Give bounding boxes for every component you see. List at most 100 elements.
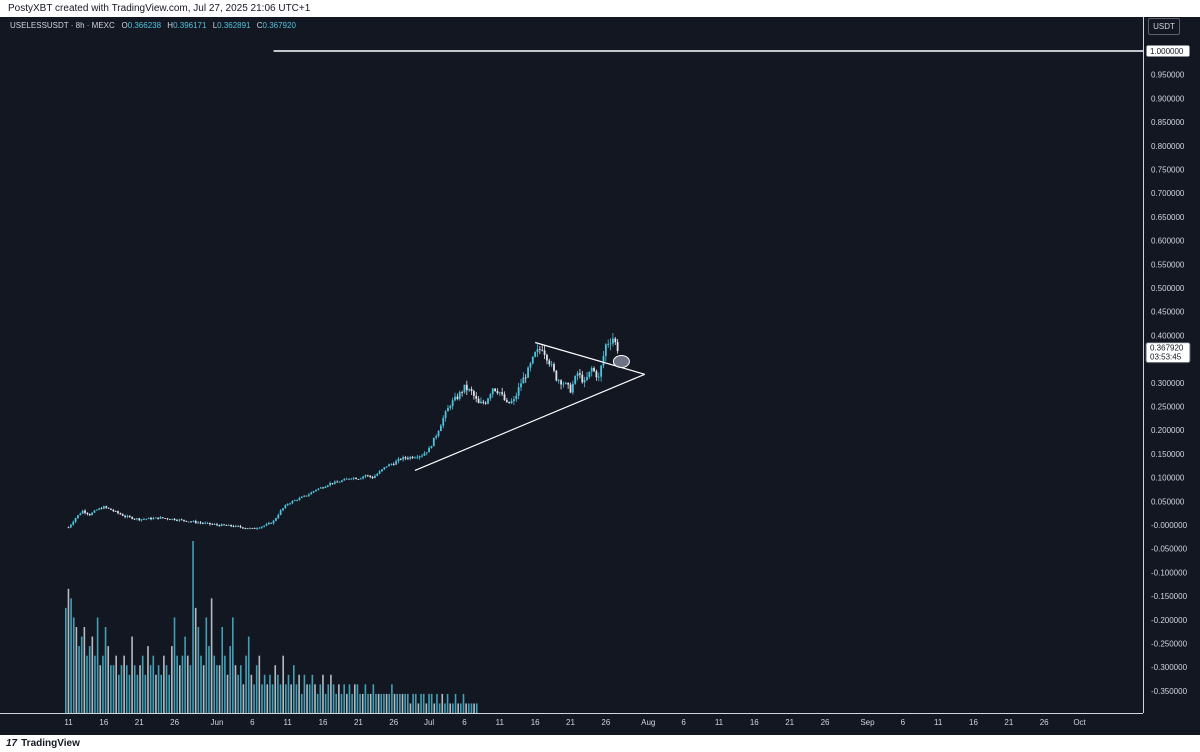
candle-body: [180, 519, 183, 521]
volume-bar: [261, 684, 263, 713]
candle-body: [529, 363, 532, 368]
candle-body: [199, 522, 202, 524]
candle-body: [343, 479, 346, 481]
candle-body: [520, 383, 522, 388]
close-label: C: [256, 21, 263, 30]
candle-body: [246, 528, 249, 530]
tradingview-brand: TradingView: [21, 738, 80, 749]
tradingview-logo[interactable]: 17 TradingView: [6, 738, 80, 749]
volume-bar: [120, 665, 123, 713]
candle-body: [234, 525, 237, 527]
volume-bar: [300, 693, 303, 713]
volume-bar: [218, 665, 221, 713]
volume-bar: [322, 674, 324, 713]
symbol-label[interactable]: USELESSUSDT · 8h · MEXC: [10, 21, 115, 30]
candle-body: [154, 517, 157, 519]
candle-body: [465, 384, 468, 391]
candle-body: [326, 485, 329, 487]
candle-body: [515, 395, 518, 400]
volume-bar: [332, 684, 335, 713]
candle-body: [555, 370, 558, 381]
x-tick-label: Jun: [211, 718, 224, 727]
y-tick-label: 0.500000: [1151, 284, 1185, 293]
candle-body: [406, 458, 409, 460]
candle-body: [383, 467, 386, 470]
y-tick-label: 0.200000: [1151, 426, 1185, 435]
volume-bar: [152, 655, 155, 713]
x-tick-label: 11: [284, 718, 293, 727]
candle-body: [477, 398, 480, 404]
candle-body: [176, 520, 178, 521]
volume-bar: [91, 636, 94, 713]
volume-bar: [107, 646, 110, 713]
volume-bar: [80, 636, 83, 713]
candle-body: [595, 371, 598, 378]
candle-body: [534, 352, 537, 357]
candle-body: [480, 401, 482, 404]
candle-body: [395, 461, 398, 465]
x-tick-label: 16: [750, 718, 759, 727]
candle-body: [128, 516, 131, 517]
candle-body: [319, 487, 322, 489]
candle-body: [491, 388, 494, 395]
candle-body: [428, 447, 430, 453]
volume-bar: [303, 674, 306, 713]
low-value: 0.362891: [217, 21, 251, 30]
candle-body: [145, 518, 148, 520]
candle-body: [546, 354, 548, 361]
volume-bar: [110, 665, 112, 713]
volume-bar: [210, 598, 213, 713]
time-axis-divider: [0, 713, 1143, 714]
candle-body: [586, 376, 588, 381]
candle-body: [439, 425, 442, 432]
candle-body: [362, 476, 365, 479]
x-tick-label: 21: [135, 718, 144, 727]
volume-bar: [467, 703, 470, 713]
candle-body: [590, 368, 593, 372]
candle-body: [206, 522, 209, 524]
candle-body: [329, 482, 332, 486]
volume-bar: [115, 655, 117, 713]
volume-bar: [239, 665, 242, 713]
y-tick-label: -0.000000: [1151, 521, 1188, 530]
volume-bar: [438, 703, 441, 713]
volume-bar: [436, 693, 438, 713]
volume-bar: [422, 693, 425, 713]
volume-bar: [133, 665, 136, 713]
open-label: O: [121, 21, 128, 30]
candle-body: [211, 524, 214, 525]
x-tick-label: 26: [170, 718, 179, 727]
candle-body: [517, 387, 520, 396]
x-tick-label: 26: [389, 718, 398, 727]
candle-body: [185, 520, 188, 522]
candle-body: [527, 367, 529, 378]
y-tick-label: 0.550000: [1151, 260, 1185, 269]
volume-bar: [460, 703, 462, 713]
currency-unit-button[interactable]: USDT: [1148, 18, 1180, 35]
volume-bar: [441, 693, 444, 713]
volume-bar: [234, 665, 237, 713]
candle-body: [225, 525, 228, 526]
volume-bar: [157, 665, 160, 713]
volume-bar: [375, 693, 377, 713]
y-tick-label: -0.300000: [1151, 663, 1188, 672]
candle-body: [531, 356, 534, 364]
candle-body: [168, 519, 171, 520]
candle-body: [496, 391, 499, 394]
candle-body: [378, 471, 381, 474]
x-tick-label: 6: [901, 718, 906, 727]
volume-bar: [364, 684, 367, 713]
candle-body: [279, 510, 282, 515]
bar-countdown-label: 03:53:45: [1150, 353, 1182, 362]
volume-bar: [258, 655, 261, 713]
volume-bar: [417, 703, 420, 713]
candle-body: [402, 457, 405, 460]
x-tick-label: 6: [250, 718, 255, 727]
y-tick-label: 0.150000: [1151, 450, 1185, 459]
candle-body: [197, 522, 200, 524]
x-tick-label: 16: [99, 718, 108, 727]
candle-body: [218, 525, 221, 527]
y-tick-label: 0.900000: [1151, 94, 1185, 103]
volume-bar: [465, 703, 467, 713]
